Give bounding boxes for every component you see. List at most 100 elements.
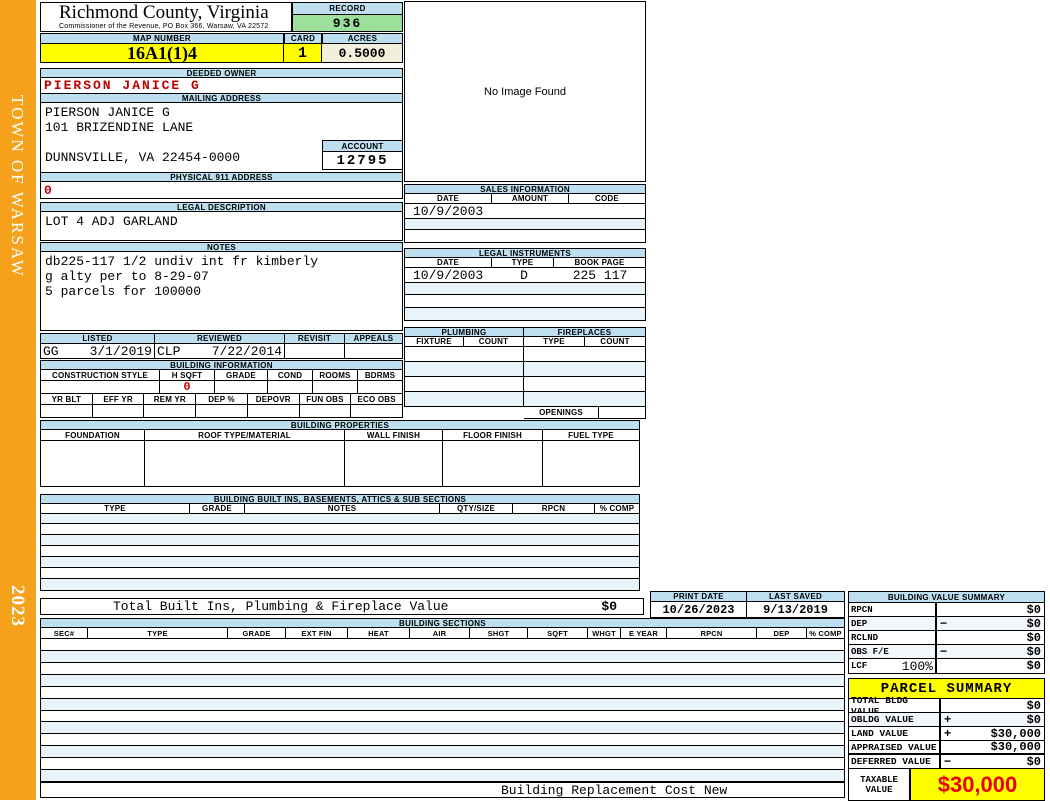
fireplace-row[interactable]	[524, 362, 645, 377]
rem-yr-value[interactable]	[144, 405, 197, 418]
listed-value[interactable]: GG 3/1/2019	[40, 344, 155, 359]
plumbing-row[interactable]	[405, 377, 523, 392]
fun-obs-value[interactable]	[299, 405, 352, 418]
acres-value[interactable]: 0.5000	[322, 44, 403, 63]
building-section-row[interactable]	[41, 662, 844, 675]
legal-description-label: LEGAL DESCRIPTION	[40, 202, 403, 212]
sec-eyear-label: E YEAR	[621, 628, 667, 639]
building-section-row[interactable]	[41, 639, 844, 651]
building-section-row[interactable]	[41, 746, 844, 759]
dep-pct-value[interactable]	[196, 405, 248, 418]
appeals-value[interactable]	[345, 344, 403, 359]
built-in-row[interactable]	[41, 579, 639, 590]
building-section-row[interactable]	[41, 770, 844, 782]
eff-yr-value[interactable]	[92, 405, 145, 418]
plumbing-row[interactable]	[405, 347, 523, 362]
sales-row[interactable]: 10/9/2003	[405, 204, 645, 219]
no-image-text: No Image Found	[484, 85, 566, 98]
print-date-value: 10/26/2023	[650, 602, 747, 618]
map-band: MAP NUMBER 16A1(1)4 CARD 1 ACRES 0.5000	[40, 33, 403, 63]
map-number-value[interactable]: 16A1(1)4	[40, 43, 284, 63]
building-section-row[interactable]	[41, 710, 844, 723]
fireplace-row[interactable]	[524, 392, 645, 406]
instrument-row[interactable]	[405, 295, 645, 308]
building-section-row[interactable]	[41, 698, 844, 711]
cond-value[interactable]	[268, 381, 313, 394]
building-properties-section: BUILDING PROPERTIES FOUNDATION ROOF TYPE…	[40, 420, 640, 487]
rooms-value[interactable]	[313, 381, 358, 394]
roof-label: ROOF TYPE/MATERIAL	[145, 430, 345, 441]
roof-value[interactable]	[145, 441, 345, 487]
built-in-row[interactable]	[41, 524, 639, 535]
bvs-op: −	[940, 616, 948, 631]
instrument-row[interactable]	[405, 308, 645, 320]
grade-value[interactable]	[215, 381, 268, 394]
sec-num-label: SEC#	[40, 628, 88, 639]
jurisdiction-label: TOWN OF WARSAW	[8, 95, 27, 278]
yr-blt-value[interactable]	[40, 405, 93, 418]
building-section-row[interactable]	[41, 650, 844, 663]
bdrms-value[interactable]	[358, 381, 403, 394]
mailing-address-label: MAILING ADDRESS	[40, 93, 403, 103]
physical-911-value[interactable]: 0	[40, 182, 403, 199]
plumbing-fireplaces-section: PLUMBING FIXTURE COUNT FIREPLACES TYPE C…	[404, 327, 646, 419]
account-value[interactable]: 12795	[322, 152, 403, 170]
built-in-row[interactable]	[41, 514, 639, 524]
fuel-type-value[interactable]	[543, 441, 640, 487]
fireplace-count-label: COUNT	[585, 337, 646, 347]
fireplace-row[interactable]	[524, 377, 645, 392]
plumbing-row[interactable]	[405, 392, 523, 406]
total-built-ins-value: $0	[601, 599, 617, 614]
deeded-owner-value[interactable]: PIERSON JANICE G	[40, 78, 403, 94]
built-in-row[interactable]	[41, 557, 639, 568]
built-in-row[interactable]	[41, 546, 639, 557]
sales-row[interactable]	[405, 230, 645, 242]
building-section-row[interactable]	[41, 686, 844, 699]
instrument-row[interactable]	[405, 283, 645, 295]
building-properties-title: BUILDING PROPERTIES	[40, 420, 640, 430]
fireplace-row[interactable]	[524, 347, 645, 362]
sales-code-label: CODE	[569, 194, 646, 204]
building-section-row[interactable]	[41, 734, 844, 747]
card-value[interactable]: 1	[284, 44, 322, 63]
openings-value[interactable]	[599, 407, 646, 419]
plumbing-row[interactable]	[405, 362, 523, 377]
building-value-summary-title: BUILDING VALUE SUMMARY	[849, 592, 1044, 603]
notes-label: NOTES	[40, 242, 403, 252]
instrument-bookpage-label: BOOK PAGE	[554, 258, 646, 268]
deeded-owner-label: DEEDED OWNER	[40, 68, 403, 78]
sales-date-value: 10/9/2003	[413, 204, 484, 219]
sales-row[interactable]	[405, 219, 645, 230]
account-label: ACCOUNT	[322, 140, 403, 152]
bvs-row: − $0	[937, 645, 1044, 659]
record-value[interactable]: 936	[292, 15, 403, 32]
deeded-owner-section: DEEDED OWNER PIERSON JANICE G	[40, 68, 403, 94]
building-section-row[interactable]	[41, 674, 844, 687]
parcel-summary: PARCEL SUMMARY TOTAL BLDG VALUE $0 OBLDG…	[848, 678, 1045, 801]
foundation-value[interactable]	[40, 441, 145, 487]
depovr-value[interactable]	[247, 405, 300, 418]
revisit-value[interactable]	[285, 344, 345, 359]
reviewed-value[interactable]: CLP 7/22/2014	[155, 344, 285, 359]
legal-instruments-title: LEGAL INSTRUMENTS	[404, 248, 646, 258]
built-in-row[interactable]	[41, 535, 639, 546]
built-in-row[interactable]	[41, 568, 639, 579]
building-replacement-label: Building Replacement Cost New	[501, 782, 728, 798]
floor-finish-label: FLOOR FINISH	[443, 430, 543, 441]
building-section-row[interactable]	[41, 758, 844, 771]
sec-extfin-label: EXT FIN	[286, 628, 348, 639]
notes-value[interactable]: db225-117 1/2 undiv int fr kimberly g al…	[40, 252, 403, 331]
built-in-type-label: TYPE	[40, 504, 190, 514]
legal-description-value[interactable]: LOT 4 ADJ GARLAND	[40, 212, 403, 241]
parcel-label: TOTAL BLDG VALUE	[851, 694, 909, 717]
h-sqft-value[interactable]: 0	[160, 380, 215, 394]
floor-finish-value[interactable]	[443, 441, 543, 487]
bvs-value: $0	[1026, 602, 1041, 617]
print-info-box: PRINT DATE 10/26/2023 LAST SAVED 9/13/20…	[650, 591, 845, 618]
construction-style-value[interactable]	[40, 381, 160, 394]
building-section-row[interactable]	[41, 722, 844, 735]
eco-obs-value[interactable]	[351, 405, 404, 418]
sec-whgt-label: WHGT	[588, 628, 621, 639]
instrument-row[interactable]: 10/9/2003 D 225 117	[405, 268, 645, 283]
wall-finish-value[interactable]	[345, 441, 443, 487]
